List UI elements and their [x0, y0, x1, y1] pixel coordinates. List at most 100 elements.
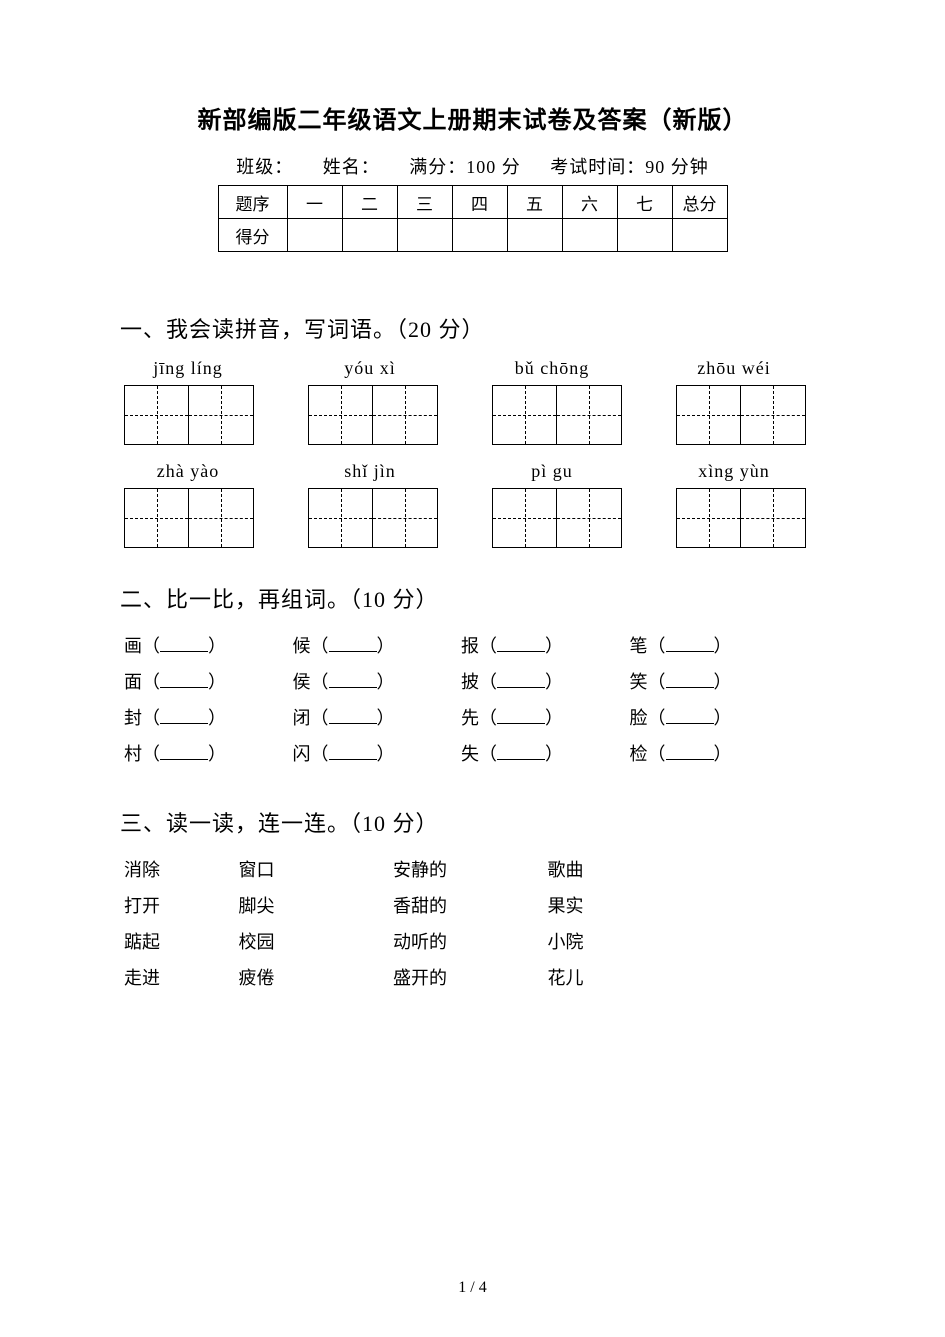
- pinyin: jīng líng: [124, 358, 252, 379]
- cell: 二: [342, 186, 397, 219]
- cell: 六: [562, 186, 617, 219]
- char: 封: [124, 708, 142, 728]
- s3-row: 打开 脚尖 香甜的 果实: [124, 888, 825, 924]
- s2-item: 面（）: [124, 664, 288, 700]
- s2-item: 村（）: [124, 736, 288, 772]
- tianzige-cell: [309, 489, 373, 547]
- name-label: 姓名：: [323, 157, 380, 177]
- char: 报: [461, 636, 479, 656]
- tianzige-cell: [125, 489, 189, 547]
- word: 踮起: [124, 924, 234, 960]
- s3-row: 消除 窗口 安静的 歌曲: [124, 852, 825, 888]
- section3-body: 消除 窗口 安静的 歌曲 打开 脚尖 香甜的 果实 踮起 校园 动听的 小院 走…: [124, 852, 825, 996]
- tianzige-cell: [189, 489, 253, 547]
- s2-item: 画（）: [124, 628, 288, 664]
- char: 画: [124, 636, 142, 656]
- s2-row: 封（） 闭（） 先（） 脸（）: [124, 700, 825, 736]
- word: 校园: [239, 924, 389, 960]
- tianzige-cell: [557, 386, 621, 444]
- blank: [497, 669, 545, 688]
- char: 失: [461, 744, 479, 764]
- s2-item: 先（）: [461, 700, 625, 736]
- section3-title: 三、读一读，连一连。（10 分）: [120, 806, 825, 838]
- blank: [160, 741, 208, 760]
- word: 花儿: [548, 960, 628, 996]
- word: 走进: [124, 960, 234, 996]
- s2-item: 笔（）: [630, 628, 794, 664]
- cell: 得分: [218, 219, 287, 252]
- tianzige-cell: [677, 489, 741, 547]
- pinyin: shǐ jìn: [306, 461, 434, 482]
- word: 香甜的: [393, 888, 543, 924]
- word: 消除: [124, 852, 234, 888]
- char: 检: [630, 744, 648, 764]
- pinyin: yóu xì: [306, 358, 434, 379]
- tianzige-cell: [373, 489, 437, 547]
- word: 疲倦: [239, 960, 389, 996]
- class-label: 班级：: [236, 157, 293, 177]
- cell: [342, 219, 397, 252]
- word: 果实: [548, 888, 628, 924]
- word: 窗口: [239, 852, 389, 888]
- word: 安静的: [393, 852, 543, 888]
- tianzige-row: [124, 488, 825, 548]
- cell: 五: [507, 186, 562, 219]
- cell: [507, 219, 562, 252]
- table-row: 得分: [218, 219, 727, 252]
- word: 脚尖: [239, 888, 389, 924]
- s2-row: 面（） 侯（） 披（） 笑（）: [124, 664, 825, 700]
- blank: [497, 705, 545, 724]
- page-title: 新部编版二年级语文上册期末试卷及答案（新版）: [120, 100, 825, 135]
- tianzige-cell: [493, 386, 557, 444]
- pinyin: zhà yào: [124, 461, 252, 482]
- section2-body: 画（） 候（） 报（） 笔（） 面（） 侯（） 披（） 笑（） 封（） 闭（） …: [124, 628, 825, 772]
- s2-row: 村（） 闪（） 失（） 检（）: [124, 736, 825, 772]
- char: 先: [461, 708, 479, 728]
- pinyin: xìng yùn: [670, 461, 798, 482]
- word: 动听的: [393, 924, 543, 960]
- cell: [672, 219, 727, 252]
- tianzige-pair: [492, 488, 622, 548]
- page: 新部编版二年级语文上册期末试卷及答案（新版） 班级： 姓名： 满分：100 分 …: [0, 0, 945, 1337]
- tianzige-cell: [309, 386, 373, 444]
- blank: [666, 633, 714, 652]
- blank: [497, 741, 545, 760]
- s2-item: 侯（）: [293, 664, 457, 700]
- score-table: 题序 一 二 三 四 五 六 七 总分 得分: [218, 185, 728, 252]
- s2-item: 笑（）: [630, 664, 794, 700]
- tianzige-cell: [677, 386, 741, 444]
- s2-item: 封（）: [124, 700, 288, 736]
- char: 闪: [293, 744, 311, 764]
- s2-item: 脸（）: [630, 700, 794, 736]
- word: 歌曲: [548, 852, 628, 888]
- s2-row: 画（） 候（） 报（） 笔（）: [124, 628, 825, 664]
- cell: [397, 219, 452, 252]
- pinyin: bǔ chōng: [488, 358, 616, 379]
- char: 笑: [630, 672, 648, 692]
- s2-item: 闭（）: [293, 700, 457, 736]
- table-row: 题序 一 二 三 四 五 六 七 总分: [218, 186, 727, 219]
- tianzige-pair: [492, 385, 622, 445]
- word: 盛开的: [393, 960, 543, 996]
- blank: [160, 705, 208, 724]
- pinyin: pì gu: [488, 461, 616, 482]
- cell: 四: [452, 186, 507, 219]
- tianzige-pair: [124, 385, 254, 445]
- tianzige-cell: [189, 386, 253, 444]
- cell: [617, 219, 672, 252]
- char: 闭: [293, 708, 311, 728]
- cell: 一: [287, 186, 342, 219]
- tianzige-pair: [676, 385, 806, 445]
- fullscore-label: 满分：100 分: [409, 157, 521, 177]
- blank: [329, 741, 377, 760]
- char: 披: [461, 672, 479, 692]
- tianzige-row: [124, 385, 825, 445]
- char: 面: [124, 672, 142, 692]
- word: 打开: [124, 888, 234, 924]
- char: 笔: [630, 636, 648, 656]
- blank: [329, 633, 377, 652]
- cell: [562, 219, 617, 252]
- cell: [452, 219, 507, 252]
- char: 候: [293, 636, 311, 656]
- s2-item: 候（）: [293, 628, 457, 664]
